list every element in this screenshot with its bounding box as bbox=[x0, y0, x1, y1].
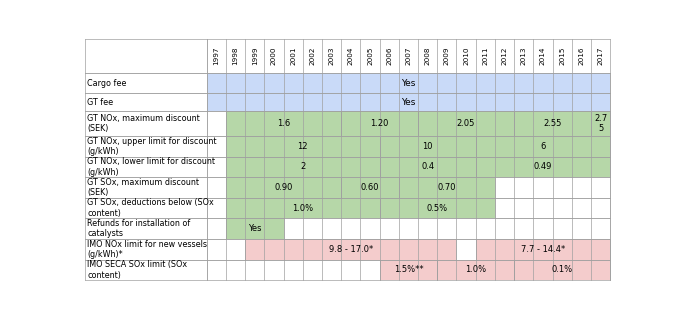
Bar bbox=[476, 136, 610, 157]
Text: 0.4: 0.4 bbox=[421, 162, 434, 171]
Text: Yes: Yes bbox=[401, 79, 416, 88]
Text: Yes: Yes bbox=[248, 224, 262, 233]
Bar bbox=[226, 136, 380, 157]
Bar bbox=[85, 260, 610, 280]
Text: IMO SECA SOx limit (SOx
content): IMO SECA SOx limit (SOx content) bbox=[87, 260, 188, 279]
Text: 2015: 2015 bbox=[559, 46, 565, 65]
Text: 0.90: 0.90 bbox=[275, 183, 293, 192]
Bar bbox=[341, 177, 399, 198]
Text: 2002: 2002 bbox=[309, 46, 315, 65]
Text: 2000: 2000 bbox=[271, 46, 277, 65]
Text: 9.8 - 17.0*: 9.8 - 17.0* bbox=[329, 245, 373, 254]
Bar bbox=[85, 39, 207, 73]
Text: 1998: 1998 bbox=[233, 46, 239, 65]
Text: 2006: 2006 bbox=[386, 46, 392, 65]
Text: 10: 10 bbox=[422, 142, 433, 151]
Text: 0.49: 0.49 bbox=[534, 162, 552, 171]
Bar bbox=[207, 39, 610, 73]
Text: GT NOx, maximum discount
(SEK): GT NOx, maximum discount (SEK) bbox=[87, 114, 200, 133]
Text: 2.7
5: 2.7 5 bbox=[594, 114, 607, 133]
Text: 2016: 2016 bbox=[578, 46, 584, 65]
Text: 2012: 2012 bbox=[502, 46, 508, 65]
Bar bbox=[418, 111, 514, 136]
Text: 2005: 2005 bbox=[367, 46, 373, 65]
Bar bbox=[85, 239, 610, 260]
Text: Yes: Yes bbox=[401, 98, 416, 107]
Text: 1997: 1997 bbox=[214, 46, 219, 65]
Bar bbox=[380, 198, 495, 218]
Bar bbox=[514, 260, 610, 280]
Text: 0.1%: 0.1% bbox=[552, 265, 573, 274]
Text: 2009: 2009 bbox=[444, 46, 450, 65]
Text: 1.5%**: 1.5%** bbox=[394, 265, 423, 274]
Text: 6: 6 bbox=[540, 142, 546, 151]
Text: 2003: 2003 bbox=[329, 46, 334, 65]
Bar bbox=[85, 73, 610, 93]
Text: 0.60: 0.60 bbox=[361, 183, 379, 192]
Bar bbox=[85, 177, 610, 198]
Text: 2007: 2007 bbox=[405, 46, 412, 65]
Text: GT fee: GT fee bbox=[87, 98, 113, 107]
Bar bbox=[437, 260, 514, 280]
Text: 2008: 2008 bbox=[424, 46, 431, 65]
Text: 2013: 2013 bbox=[521, 46, 527, 65]
Text: 7.7 - 14.4*: 7.7 - 14.4* bbox=[521, 245, 565, 254]
Text: 1.0%: 1.0% bbox=[465, 265, 486, 274]
Text: 2010: 2010 bbox=[463, 46, 469, 65]
Bar bbox=[85, 218, 610, 239]
Text: 2014: 2014 bbox=[540, 46, 546, 65]
Text: 2001: 2001 bbox=[290, 46, 296, 65]
Bar bbox=[207, 93, 610, 111]
Bar bbox=[226, 198, 380, 218]
Text: 2017: 2017 bbox=[597, 46, 603, 65]
Bar bbox=[226, 157, 380, 177]
Bar bbox=[399, 177, 495, 198]
Text: Refunds for installation of
catalysts: Refunds for installation of catalysts bbox=[87, 219, 191, 238]
Bar bbox=[85, 157, 610, 177]
Bar bbox=[380, 136, 476, 157]
Text: 1.20: 1.20 bbox=[370, 119, 388, 128]
Bar bbox=[85, 111, 610, 136]
Bar bbox=[85, 136, 610, 157]
Bar bbox=[380, 157, 476, 177]
Text: Cargo fee: Cargo fee bbox=[87, 79, 127, 88]
Bar bbox=[226, 177, 341, 198]
Bar bbox=[226, 111, 341, 136]
Text: GT SOx, deductions below (SOx
content): GT SOx, deductions below (SOx content) bbox=[87, 198, 214, 218]
Bar bbox=[85, 198, 610, 218]
Text: 0.70: 0.70 bbox=[437, 183, 456, 192]
Text: 1.0%: 1.0% bbox=[292, 204, 313, 213]
Text: GT NOx, lower limit for discount
(g/kWh): GT NOx, lower limit for discount (g/kWh) bbox=[87, 157, 216, 177]
Text: IMO NOx limit for new vessels
(g/kWh)*: IMO NOx limit for new vessels (g/kWh)* bbox=[87, 240, 207, 259]
Text: 2004: 2004 bbox=[348, 46, 354, 65]
Text: 1.6: 1.6 bbox=[277, 119, 290, 128]
Text: 2: 2 bbox=[300, 162, 305, 171]
Bar bbox=[85, 93, 610, 111]
Bar bbox=[476, 239, 610, 260]
Text: 12: 12 bbox=[298, 142, 308, 151]
Bar bbox=[514, 111, 591, 136]
Text: 1999: 1999 bbox=[252, 46, 258, 65]
Text: GT NOx, upper limit for discount
(g/kWh): GT NOx, upper limit for discount (g/kWh) bbox=[87, 137, 217, 156]
Bar bbox=[380, 260, 437, 280]
Text: 0.5%: 0.5% bbox=[426, 204, 447, 213]
Bar bbox=[476, 157, 610, 177]
Bar bbox=[207, 73, 610, 93]
Text: 2.05: 2.05 bbox=[457, 119, 475, 128]
Text: 2011: 2011 bbox=[482, 46, 488, 65]
Bar bbox=[226, 218, 283, 239]
Text: 2.55: 2.55 bbox=[543, 119, 562, 128]
Bar bbox=[591, 111, 610, 136]
Bar bbox=[245, 239, 456, 260]
Bar bbox=[341, 111, 418, 136]
Text: GT SOx, maximum discount
(SEK): GT SOx, maximum discount (SEK) bbox=[87, 178, 199, 197]
